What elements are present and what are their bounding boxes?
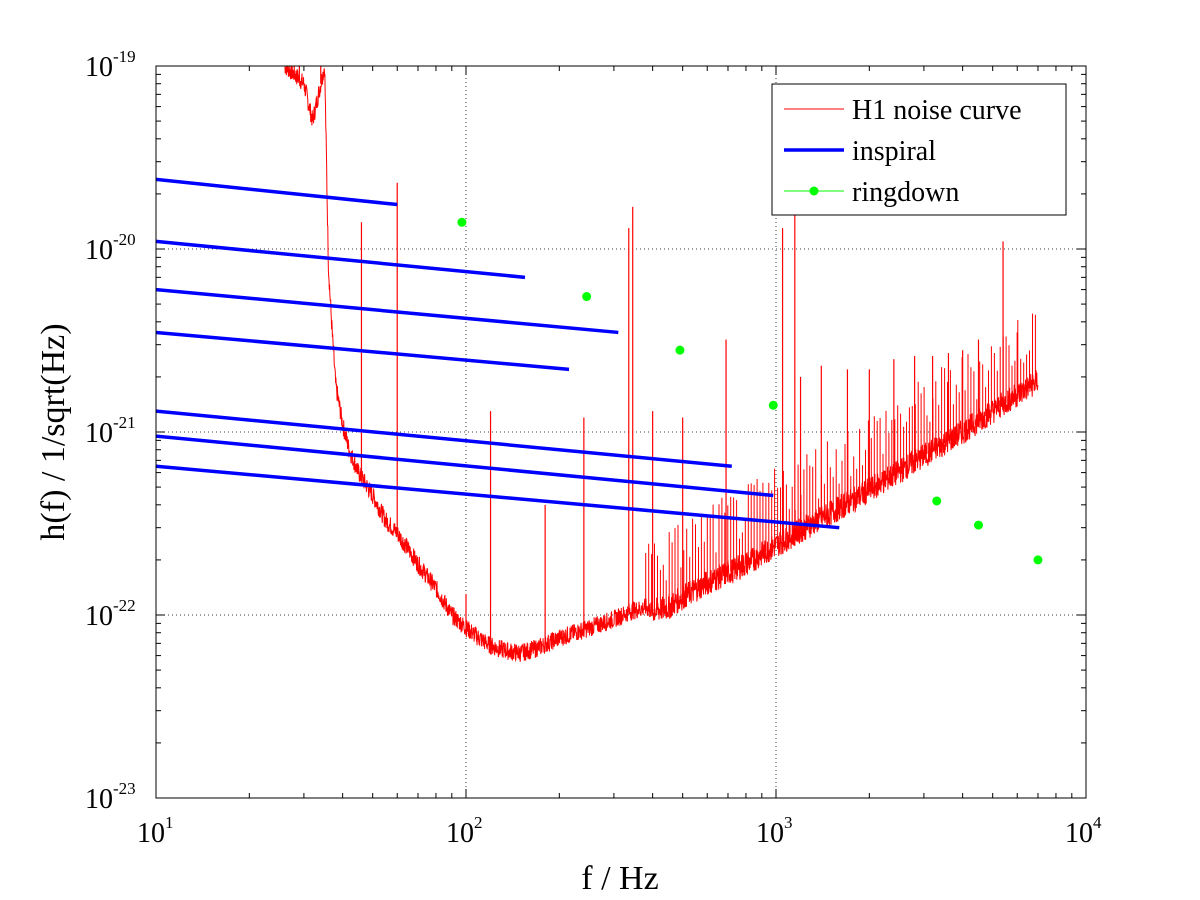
inspiral-line	[156, 287, 619, 335]
inspiral-line	[156, 409, 732, 468]
plot-frame	[155, 65, 1087, 799]
x-axis-label: f / Hz	[581, 860, 658, 897]
x-tick-label-3: 103	[756, 813, 793, 849]
y-axis-label: h(f) / 1/sqrt(Hz)	[35, 323, 72, 540]
ringdown-layer	[457, 217, 1043, 565]
legend: H1 noise curve inspiral ringdown	[771, 83, 1067, 216]
x-tick-label-4: 104	[1065, 813, 1102, 849]
ringdown-point	[582, 292, 592, 302]
y-tick-label-1e-22: 10-22	[85, 596, 136, 632]
inspiral-line	[156, 177, 398, 207]
inspiral-layer	[156, 177, 840, 530]
y-tick-label-1e-19: 10-19	[85, 47, 136, 83]
ringdown-point	[1033, 555, 1043, 565]
legend-swatch-ringdown-marker	[809, 186, 819, 196]
inspiral-line	[156, 239, 526, 280]
inspiral-line	[156, 330, 570, 372]
ringdown-point	[457, 217, 467, 227]
legend-label-ringdown: ringdown	[852, 177, 959, 208]
minor-ticks	[155, 66, 1086, 799]
noise-comb-lines	[645, 313, 1036, 611]
x-tick-label-1: 101	[137, 813, 174, 849]
noise-curve-layer	[284, 66, 1039, 663]
ringdown-point	[973, 520, 983, 530]
legend-label-noise: H1 noise curve	[852, 95, 1022, 126]
inspiral-line	[156, 464, 840, 530]
legend-label-inspiral: inspiral	[852, 136, 936, 167]
x-tick-label-2: 102	[446, 813, 483, 849]
y-tick-label-1e-21: 10-21	[85, 413, 136, 449]
ringdown-point	[932, 496, 942, 506]
y-tick-label-1e-20: 10-20	[85, 230, 136, 266]
inspiral-line	[156, 434, 774, 498]
ringdown-point	[768, 400, 778, 410]
ringdown-point	[675, 345, 685, 355]
y-tick-label-1e-23: 10-23	[85, 779, 136, 815]
